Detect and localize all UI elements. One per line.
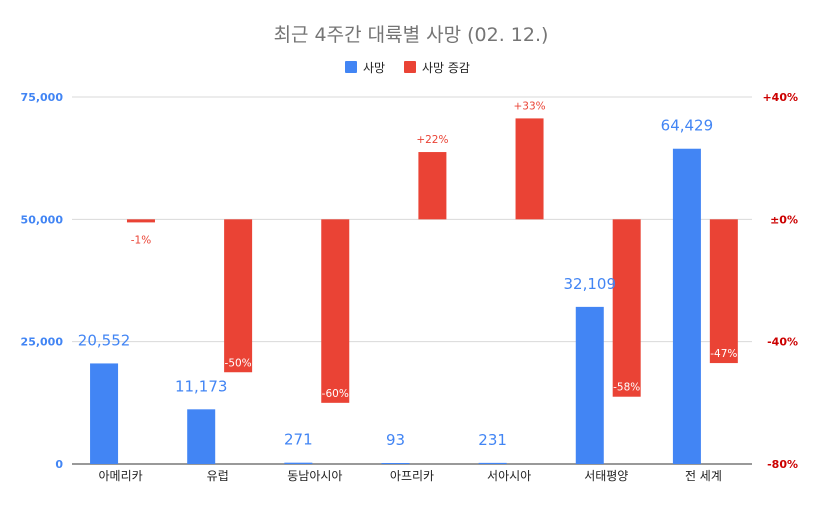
- right-tick-label: -80%: [767, 458, 798, 471]
- category-label: 서태평양: [584, 469, 628, 483]
- bar-change: [126, 219, 155, 223]
- bar-deaths: [575, 306, 604, 464]
- legend-swatch-deaths: [345, 61, 357, 73]
- chart-title: 최근 4주간 대륙별 사망 (02. 12.): [274, 24, 549, 46]
- right-tick-label: -40%: [767, 336, 798, 349]
- bar-deaths: [672, 148, 701, 465]
- right-tick-label: +40%: [762, 91, 798, 104]
- data-label-deaths: 64,429: [661, 117, 714, 135]
- data-label-deaths: 32,109: [564, 275, 617, 293]
- data-label-change: +22%: [416, 134, 448, 146]
- category-label: 전 세계: [685, 469, 722, 483]
- left-tick-label: 75,000: [21, 91, 64, 104]
- data-label-deaths: 20,552: [78, 331, 131, 349]
- left-tick-label: 50,000: [21, 213, 64, 226]
- bar-deaths: [90, 363, 119, 464]
- series-change: [126, 118, 738, 403]
- data-label-deaths: 93: [386, 431, 405, 449]
- bar-deaths: [187, 409, 216, 464]
- data-label-deaths: 231: [478, 431, 507, 449]
- data-label-change: -58%: [613, 382, 640, 394]
- data-label-deaths: 271: [284, 431, 313, 449]
- legend-label-change: 사망 증감: [422, 61, 470, 75]
- bar-change: [612, 219, 641, 397]
- bar-change: [709, 219, 738, 364]
- data-label-change: -1%: [131, 234, 151, 246]
- category-label: 아메리카: [98, 469, 142, 483]
- left-axis-ticks: 0 25,000 50,000 75,000: [21, 91, 64, 471]
- right-tick-label: ±0%: [770, 213, 798, 226]
- right-axis-ticks: -80% -40% ±0% +40%: [762, 91, 798, 471]
- x-axis-ticks: 아메리카 유럽 동남아시아 아프리카 서아시아 서태평양 전 세계: [98, 469, 721, 483]
- gridlines: [72, 96, 752, 465]
- left-tick-label: 25,000: [21, 336, 64, 349]
- data-label-change: +33%: [513, 100, 545, 112]
- left-tick-label: 0: [55, 458, 63, 471]
- data-label-deaths: 11,173: [175, 377, 228, 395]
- category-label: 동남아시아: [287, 469, 342, 483]
- legend-label-deaths: 사망: [363, 61, 385, 75]
- bar-change: [418, 152, 447, 220]
- data-label-change: -60%: [322, 388, 349, 400]
- category-label: 아프리카: [390, 469, 434, 483]
- category-label: 서아시아: [487, 469, 531, 483]
- legend: 사망 사망 증감: [345, 61, 470, 75]
- bar-change: [515, 118, 544, 220]
- data-label-change: -50%: [225, 357, 252, 369]
- bar-change: [321, 219, 350, 403]
- bar-deaths: [478, 462, 507, 464]
- legend-swatch-change: [404, 61, 416, 73]
- series-deaths: [90, 148, 701, 465]
- data-labels: 20,552 -1% 11,173 -50% 271 -60% 93 +22% 231 +33% 3…: [78, 100, 738, 449]
- bar-deaths: [381, 463, 410, 464]
- bar-change: [224, 219, 253, 373]
- data-label-change: -47%: [710, 348, 737, 360]
- category-label: 유럽: [207, 469, 229, 483]
- bar-deaths: [284, 462, 313, 464]
